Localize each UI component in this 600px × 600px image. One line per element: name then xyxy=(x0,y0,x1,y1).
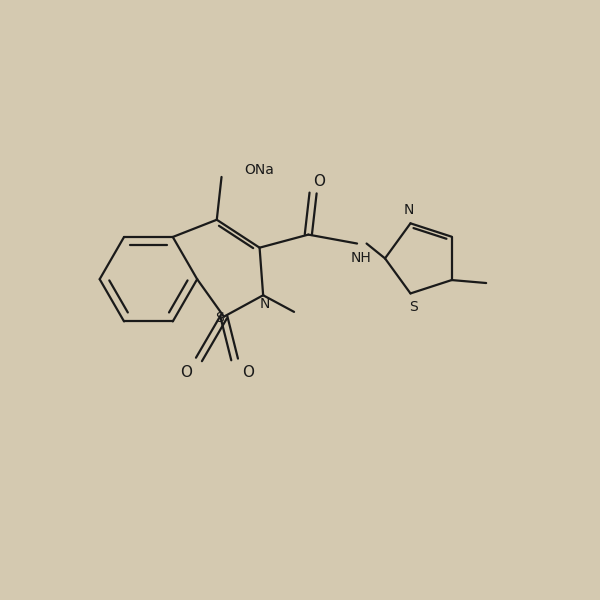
Text: N: N xyxy=(259,297,269,311)
Text: O: O xyxy=(242,365,254,380)
Text: N: N xyxy=(404,203,415,217)
Text: S: S xyxy=(215,311,224,325)
Text: O: O xyxy=(180,365,192,380)
Text: S: S xyxy=(409,299,418,314)
Text: O: O xyxy=(313,173,325,188)
Text: ONa: ONa xyxy=(244,163,274,177)
Text: NH: NH xyxy=(350,251,371,265)
